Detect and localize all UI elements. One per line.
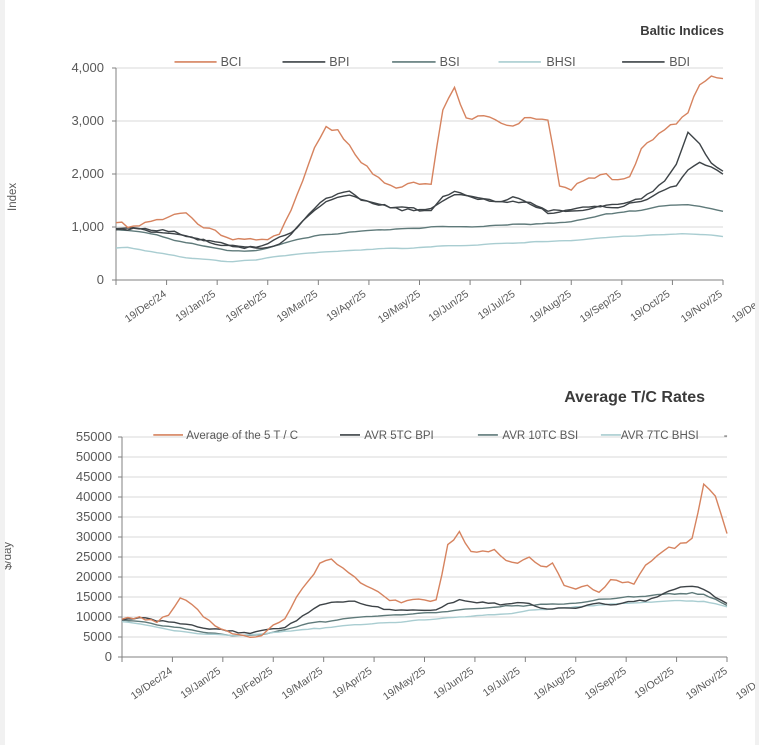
- svg-text:BDI: BDI: [669, 55, 690, 69]
- svg-text:BSI: BSI: [440, 55, 460, 69]
- svg-text:AVR 5TC BPI: AVR 5TC BPI: [364, 430, 433, 442]
- svg-text:BCI: BCI: [221, 55, 242, 69]
- svg-text:AVR 10TC BSI: AVR 10TC BSI: [502, 430, 578, 442]
- svg-text:AVR 7TC BHSI: AVR 7TC BHSI: [621, 430, 699, 442]
- svg-text:-: -: [724, 430, 728, 442]
- svg-text:Average of the 5 T / C: Average of the 5 T / C: [186, 430, 298, 442]
- svg-text:BHSI: BHSI: [546, 55, 575, 69]
- svg-text:BPI: BPI: [329, 55, 349, 69]
